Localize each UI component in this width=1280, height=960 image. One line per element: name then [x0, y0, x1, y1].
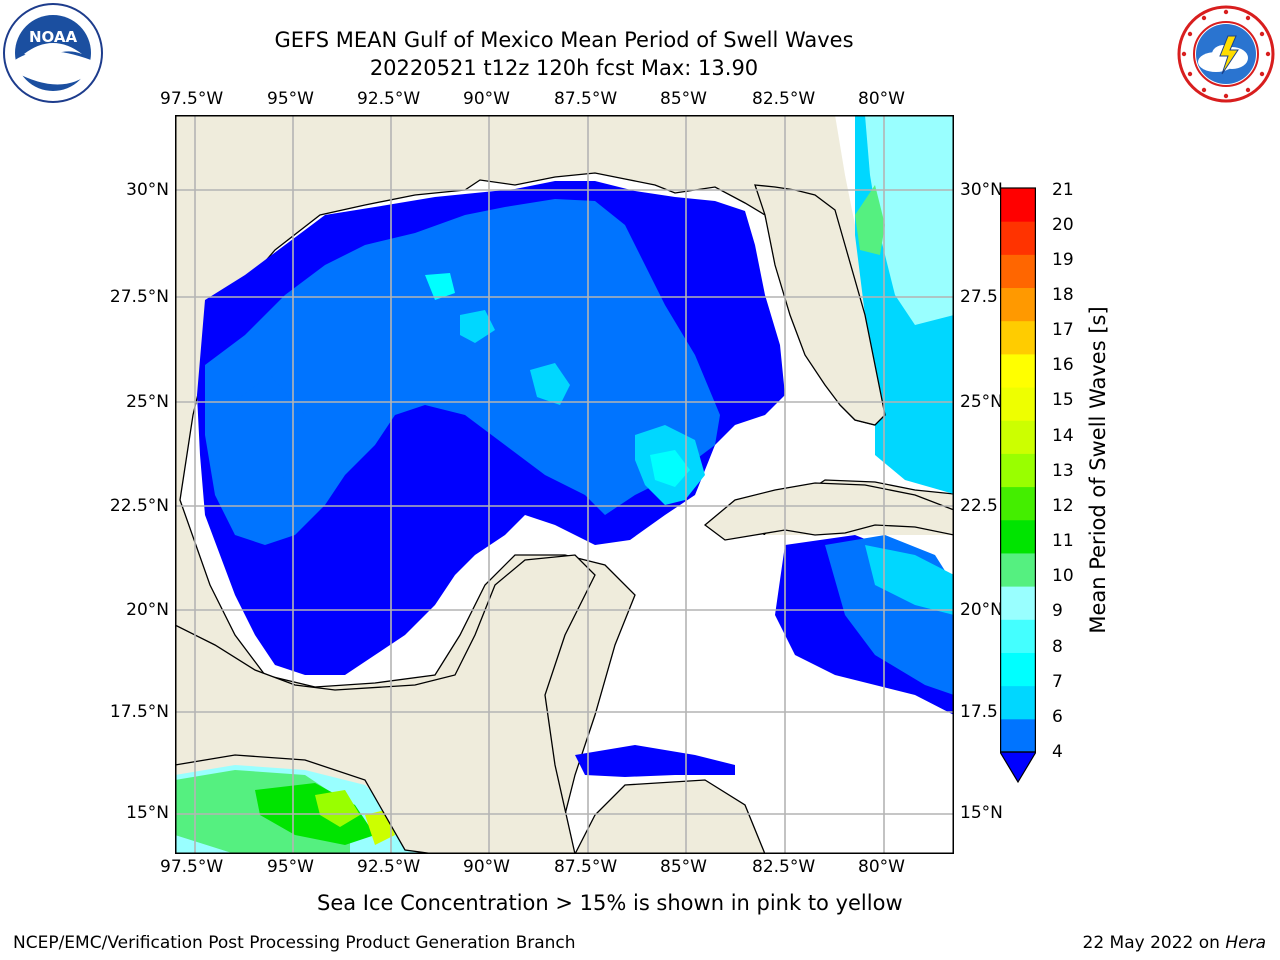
lat-label-left: 30°N: [126, 180, 169, 200]
map-subtitle: 20220521 t12z 120h fcst Max: 13.90: [369, 56, 759, 80]
cuba-land: [703, 482, 954, 541]
colorbar-band: [1000, 353, 1036, 388]
lat-label-right: 15°N: [960, 803, 1003, 823]
swell-contour-4-6-c: [530, 363, 570, 405]
lat-label-left: 20°N: [126, 600, 169, 620]
footer-host: Hera: [1225, 933, 1266, 953]
colorbar-title: Mean Period of Swell Waves [s]: [1086, 306, 1110, 634]
lat-label-right: 27.5: [960, 287, 998, 307]
colorbar-tick-label: 14: [1052, 426, 1074, 446]
lon-label-bottom: 95°W: [267, 857, 314, 877]
colorbar-band: [1000, 254, 1036, 289]
colorbar-tick-label: 12: [1052, 496, 1074, 516]
colorbar-tick-label: 9: [1052, 601, 1063, 621]
lon-label-top: 85°W: [660, 89, 707, 109]
lon-label-bottom: 80°W: [858, 857, 905, 877]
nws-logo: [1176, 4, 1276, 104]
noaa-logo: NOAA: [2, 2, 104, 104]
swell-contour-atlantic-8-9: [865, 115, 954, 325]
colorbar: [998, 186, 1038, 790]
colorbar-tick-label: 19: [1052, 250, 1074, 270]
colorbar-tick-label: 7: [1052, 672, 1063, 692]
lon-label-bottom: 87.5°W: [554, 857, 618, 877]
swell-contour-pacific-12-13: [315, 790, 360, 827]
colorbar-under-arrow: [998, 751, 1038, 784]
colorbar-band: [1000, 486, 1036, 521]
colorbar-tick-label: 6: [1052, 707, 1063, 727]
colorbar-band: [1000, 519, 1036, 554]
lon-label-bottom: 82.5°W: [752, 857, 816, 877]
lat-label-right: 30°N: [960, 180, 1003, 200]
colorbar-tick-label: 11: [1052, 531, 1074, 551]
swell-contour-6-7-b: [425, 273, 455, 300]
colorbar-band: [1000, 586, 1036, 620]
colorbar-band: [1000, 552, 1036, 587]
lon-label-bottom: 85°W: [660, 857, 707, 877]
colorbar-tick-label: 13: [1052, 461, 1074, 481]
lat-label-left: 15°N: [126, 803, 169, 823]
lon-label-top: 87.5°W: [554, 89, 618, 109]
lon-label-top: 80°W: [858, 89, 905, 109]
swell-contour-west-2-4: [225, 375, 305, 515]
footer-date-text: 22 May 2022 on: [1082, 933, 1226, 953]
lat-label-left: 25°N: [126, 392, 169, 412]
footer-credit: NCEP/EMC/Verification Post Processing Pr…: [13, 933, 576, 953]
lat-label-left: 22.5°N: [109, 496, 169, 516]
colorbar-band: [1000, 453, 1036, 488]
colorbar-outline: [1000, 187, 1036, 753]
lat-label-right: 22.5: [960, 496, 998, 516]
colorbar-band: [1000, 652, 1036, 687]
colorbar-tick-label: 20: [1052, 215, 1074, 235]
colorbar-tick-label: 15: [1052, 390, 1074, 410]
lat-label-left: 17.5°N: [109, 702, 169, 722]
colorbar-band: [1000, 619, 1036, 653]
colorbar-tick-label: 4: [1052, 742, 1063, 762]
colorbar-tick-label: 21: [1052, 180, 1074, 200]
lon-label-top: 90°W: [463, 89, 510, 109]
map-title: GEFS MEAN Gulf of Mexico Mean Period of …: [274, 28, 854, 52]
noaa-logo-text: NOAA: [29, 28, 78, 46]
lat-label-right: 20°N: [960, 600, 1003, 620]
colorbar-tick-label: 8: [1052, 637, 1063, 657]
lon-label-top: 82.5°W: [752, 89, 816, 109]
lon-label-top: 95°W: [267, 89, 314, 109]
colorbar-tick-label: 10: [1052, 566, 1074, 586]
lon-label-top: 97.5°W: [160, 89, 224, 109]
map-caption: Sea Ice Concentration > 15% is shown in …: [317, 891, 903, 915]
colorbar-band: [1000, 221, 1036, 255]
map-panel: [175, 115, 954, 858]
swell-contour-6-7-a: [650, 450, 690, 487]
lon-label-top: 92.5°W: [357, 89, 421, 109]
lon-label-bottom: 97.5°W: [160, 857, 224, 877]
lon-label-bottom: 92.5°W: [357, 857, 421, 877]
colorbar-band: [1000, 718, 1036, 753]
swell-contour-atlantic-9-10: [855, 185, 885, 255]
swell-contour-honduras-2: [575, 745, 735, 777]
lat-label-right: 17.5: [960, 702, 998, 722]
colorbar-band: [1000, 420, 1036, 454]
colorbar-band: [1000, 188, 1036, 222]
colorbar-band: [1000, 685, 1036, 720]
florida-land: [754, 184, 886, 426]
colorbar-tick-label: 16: [1052, 355, 1074, 375]
footer-date: 22 May 2022 on Hera: [1083, 933, 1267, 953]
colorbar-tick-label: 17: [1052, 320, 1074, 340]
map-gridlines: [175, 115, 954, 854]
colorbar-tick-label: 18: [1052, 285, 1074, 305]
colorbar-band: [1000, 387, 1036, 421]
lat-label-left: 27.5°N: [109, 287, 169, 307]
lon-label-bottom: 90°W: [463, 857, 510, 877]
map-frame: [175, 115, 954, 854]
colorbar-band: [1000, 287, 1036, 322]
swell-contour-4-6-b: [460, 310, 495, 343]
swell-contour-caribbean-4-6: [865, 545, 954, 615]
swell-contour-2-4: [205, 199, 720, 545]
colorbar-band: [1000, 320, 1036, 355]
lat-label-right: 25°N: [960, 392, 1003, 412]
